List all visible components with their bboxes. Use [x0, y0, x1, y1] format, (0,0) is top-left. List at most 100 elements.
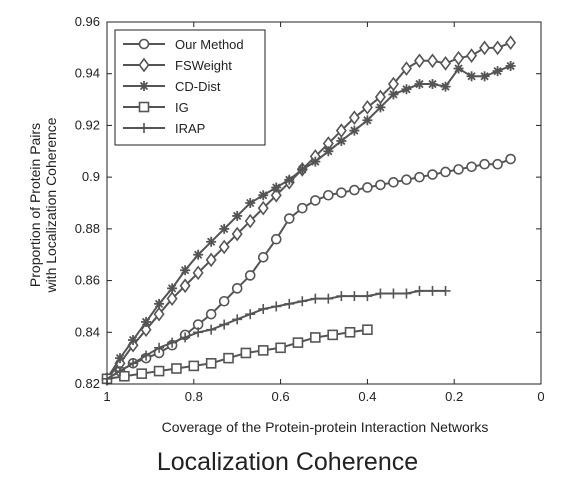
data-point-our-method	[505, 153, 516, 165]
data-point-our-method	[270, 233, 282, 245]
data-point-cd-dist	[492, 66, 503, 77]
data-point-ig	[275, 342, 286, 354]
data-point-our-method	[257, 251, 269, 263]
legend-label-irap: IRAP	[175, 121, 205, 136]
data-point-fsweight	[492, 40, 504, 56]
y-tick-label: 0.96	[75, 14, 100, 29]
data-point-fsweight	[270, 187, 282, 203]
data-point-irap	[115, 366, 126, 377]
data-point-ig	[344, 326, 356, 338]
data-point-irap	[310, 293, 321, 304]
data-point-irap	[284, 298, 295, 309]
series-irap	[102, 285, 451, 384]
data-point-cd-dist	[141, 316, 152, 327]
data-point-fsweight	[466, 48, 478, 63]
y-tick-label: 0.92	[75, 117, 100, 132]
data-point-our-method	[349, 184, 360, 196]
data-point-ig	[327, 329, 338, 341]
data-point-irap	[245, 309, 256, 320]
data-point-ig	[310, 332, 321, 343]
legend-item-irap: IRAP	[123, 121, 205, 136]
x-tick-label: 0.4	[358, 389, 376, 404]
data-point-cd-dist	[271, 182, 282, 193]
data-point-irap	[141, 350, 152, 361]
data-point-fsweight	[348, 110, 360, 126]
data-point-irap	[375, 288, 386, 299]
data-point-cd-dist	[154, 298, 165, 309]
data-point-irap	[349, 291, 360, 302]
plot-area	[106, 21, 542, 385]
data-point-ig	[240, 347, 252, 359]
data-point-cd-dist	[206, 236, 217, 247]
data-point-fsweight	[479, 40, 491, 56]
data-point-our-method	[310, 195, 321, 206]
legend: Our Method FSWeight CD-Dist IG IRAP	[114, 29, 266, 146]
data-point-fsweight	[166, 291, 178, 307]
data-point-cd-dist	[193, 249, 204, 260]
data-point-cd-dist	[427, 79, 438, 90]
data-point-our-method	[205, 308, 217, 320]
data-point-fsweight	[257, 200, 269, 216]
data-point-irap	[388, 288, 399, 299]
data-point-fsweight	[453, 50, 465, 66]
y-axis-label-line-2: with Localization Coherence	[43, 117, 59, 293]
y-tick-label: 0.84	[75, 324, 100, 339]
y-tick-label: 0.88	[75, 221, 100, 236]
data-point-fsweight	[192, 265, 204, 281]
legend-marker-fsweight	[138, 57, 150, 73]
data-point-our-method	[244, 270, 256, 281]
data-point-fsweight	[361, 99, 373, 115]
data-point-irap	[427, 285, 438, 296]
x-tick-label: 0.8	[185, 389, 203, 404]
data-point-our-method	[479, 158, 490, 170]
data-point-our-method	[453, 164, 464, 175]
data-point-fsweight	[179, 278, 191, 294]
data-point-fsweight	[400, 61, 412, 76]
data-point-cd-dist	[479, 71, 490, 82]
data-point-cd-dist	[401, 84, 412, 95]
series-line-ig	[106, 328, 368, 380]
y-tick-label: 0.9	[82, 169, 100, 184]
data-point-cd-dist	[310, 156, 321, 167]
data-point-our-method	[427, 169, 438, 180]
data-point-irap	[167, 337, 178, 348]
y-tick-label: 0.82	[75, 376, 100, 391]
data-point-ig	[171, 363, 182, 374]
data-point-irap	[440, 285, 451, 296]
data-point-cd-dist	[167, 283, 178, 294]
figure-caption: Localization Coherence	[156, 448, 419, 476]
data-point-fsweight	[153, 306, 165, 322]
y-tick-label: 0.86	[75, 273, 100, 288]
data-point-cd-dist	[440, 81, 451, 92]
data-point-irap	[336, 291, 347, 302]
data-point-ig	[205, 358, 217, 369]
data-point-ig	[257, 345, 269, 356]
legend-box	[114, 29, 266, 146]
data-point-cd-dist	[245, 198, 256, 208]
legend-item-ig: IG	[123, 100, 189, 115]
data-point-our-method	[492, 158, 503, 170]
data-point-fsweight	[231, 226, 243, 242]
data-point-cd-dist	[115, 353, 126, 364]
data-point-cd-dist	[388, 89, 399, 100]
data-point-fsweight	[413, 53, 425, 69]
data-point-irap	[232, 314, 243, 325]
data-point-ig	[362, 324, 373, 336]
data-point-cd-dist	[180, 265, 191, 276]
data-point-irap	[323, 293, 334, 304]
x-tick-label: 0.2	[445, 389, 463, 404]
data-point-our-method	[283, 213, 295, 224]
legend-marker-cd-dist	[139, 81, 149, 91]
data-point-ig	[292, 337, 304, 348]
data-point-fsweight	[440, 56, 452, 71]
data-point-our-method	[401, 174, 412, 186]
data-point-cd-dist	[219, 223, 230, 234]
legend-label-fsweight: FSWeight	[175, 58, 232, 73]
y-axis-label: Proportion of Protein Pairs with Localiz…	[27, 117, 59, 293]
data-point-ig	[223, 352, 234, 364]
data-point-cd-dist	[466, 71, 477, 82]
data-point-irap	[362, 291, 373, 302]
data-point-fsweight	[505, 35, 517, 51]
data-point-cd-dist	[323, 146, 334, 157]
